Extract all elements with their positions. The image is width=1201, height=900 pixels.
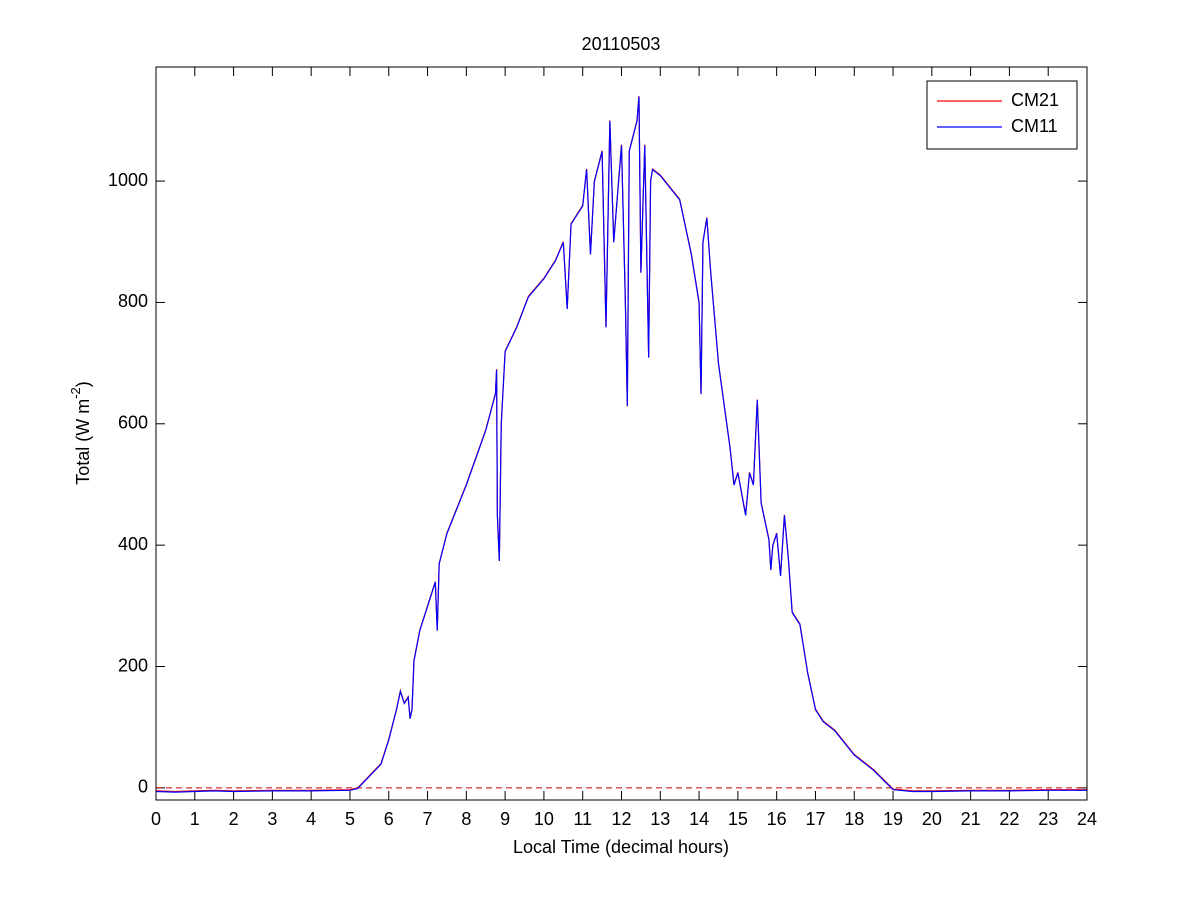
x-tick-label: 11 xyxy=(573,809,592,829)
x-tick-label: 20 xyxy=(922,809,942,829)
x-tick-label: 23 xyxy=(1038,809,1058,829)
x-tick-label: 9 xyxy=(500,809,510,829)
x-tick-label: 2 xyxy=(229,809,239,829)
x-axis-label: Local Time (decimal hours) xyxy=(513,837,729,857)
x-tick-label: 18 xyxy=(844,809,864,829)
legend-label: CM21 xyxy=(1011,90,1059,110)
x-tick-label: 10 xyxy=(534,809,554,829)
y-label-end: ) xyxy=(73,381,93,387)
y-tick-label: 800 xyxy=(118,291,148,311)
x-tick-label: 5 xyxy=(345,809,355,829)
x-tick-label: 6 xyxy=(384,809,394,829)
x-tick-label: 0 xyxy=(151,809,161,829)
x-tick-label: 3 xyxy=(267,809,277,829)
x-tick-label: 4 xyxy=(306,809,316,829)
y-tick-label: 0 xyxy=(138,777,148,797)
y-tick-label: 400 xyxy=(118,534,148,554)
legend-box xyxy=(926,80,1078,150)
x-tick-label: 7 xyxy=(423,809,433,829)
x-tick-label: 19 xyxy=(883,809,903,829)
legend-label: CM11 xyxy=(1011,116,1058,136)
x-tick-label: 15 xyxy=(728,809,748,829)
x-tick-label: 13 xyxy=(650,809,670,829)
x-tick-label: 17 xyxy=(805,809,825,829)
y-tick-label: 1000 xyxy=(108,170,148,190)
y-tick-label: 600 xyxy=(118,413,148,433)
x-tick-label: 22 xyxy=(999,809,1019,829)
plot-frame xyxy=(155,66,1088,801)
x-tick-label: 14 xyxy=(689,809,709,829)
x-tick-label: 12 xyxy=(611,809,631,829)
x-tick-label: 1 xyxy=(190,809,200,829)
x-tick-label: 21 xyxy=(961,809,981,829)
y-label-text: Total (W m xyxy=(73,399,93,485)
x-tick-label: 8 xyxy=(461,809,471,829)
x-tick-label: 16 xyxy=(767,809,787,829)
y-axis-label: Total (W m-2) xyxy=(68,381,92,485)
series-line xyxy=(155,96,1087,793)
x-tick-label: 24 xyxy=(1077,809,1097,829)
chart-title: 20110503 xyxy=(582,34,661,54)
y-label-sup: -2 xyxy=(68,387,83,399)
y-tick-label: 200 xyxy=(118,655,148,675)
